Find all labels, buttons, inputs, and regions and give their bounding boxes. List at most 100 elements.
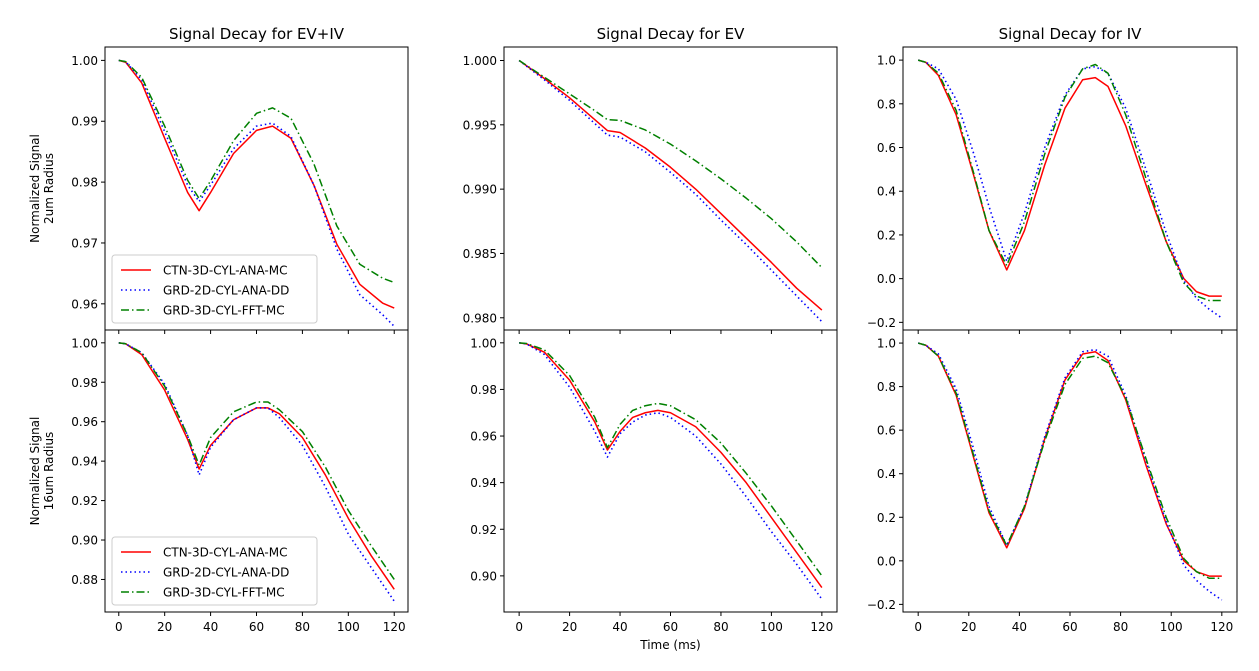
x-tick-label: 60 [1062, 620, 1077, 634]
y-tick-label: 0.980 [463, 311, 497, 325]
x-tick-label: 80 [295, 620, 310, 634]
series-line-grd-3d-cyl-fft-mc [118, 59, 395, 284]
series-line-ctn-3d-cyl-ana-mc [118, 342, 395, 590]
legend: CTN-3D-CYL-ANA-MC GRD-2D-CYL-ANA-DD GRD-3D… [111, 536, 318, 606]
x-tick-label: 0 [914, 620, 922, 634]
series-line-ctn-3d-cyl-ana-mc [917, 59, 1222, 297]
x-tick-label: 80 [1113, 620, 1128, 634]
subplot-r0-c1: 0.980 0.985 0.990 0.995 1.000 Signal Decay fo… [463, 25, 838, 334]
series-line-grd-3d-cyl-fft-mc [917, 59, 1222, 302]
y-tick-label: 0.90 [71, 534, 98, 548]
y-tick-label: 0.96 [71, 297, 98, 311]
subplot-title: Signal Decay for EV+IV [169, 25, 345, 43]
y-tick-label: 0.2 [877, 228, 896, 242]
x-tick-label: 0 [515, 620, 523, 634]
y-tick-label: 0.2 [877, 511, 896, 525]
y-tick-label: 1.00 [71, 336, 98, 350]
y-tick-label: 0.4 [877, 467, 896, 481]
y-tick-label: 0.985 [463, 247, 497, 261]
subplot-r1-c0: 0.88 0.90 0.92 0.94 0.96 0.98 1.00 0 20 40 60 80 100… [28, 329, 409, 634]
axes-frame [503, 329, 838, 613]
y-tick-label: 0.8 [877, 380, 896, 394]
subplot-r0-c0: 0.96 0.97 0.98 0.99 1.00 Signal Decay for EV+… [28, 25, 409, 334]
x-tick-label: 100 [1160, 620, 1183, 634]
legend: CTN-3D-CYL-ANA-MC GRD-2D-CYL-ANA-DD GRD-3D… [111, 254, 318, 324]
x-tick-label: 40 [203, 620, 218, 634]
y-tick-label: 0.98 [470, 383, 497, 397]
x-tick-label: 120 [383, 620, 406, 634]
subplot-title: Signal Decay for EV [597, 25, 746, 43]
series-line-grd-2d-cyl-ana-dd [518, 59, 823, 323]
axes-frame [503, 46, 838, 331]
y-tick-label: 0.99 [71, 115, 98, 129]
legend-label: GRD-3D-CYL-FFT-MC [163, 586, 285, 600]
y-tick-label: 0.6 [877, 424, 896, 438]
y-tick-label: 0.96 [470, 430, 497, 444]
series-line-grd-3d-cyl-fft-mc [519, 342, 823, 577]
y-tick-label: 0.6 [877, 141, 896, 155]
x-tick-label: 20 [562, 620, 577, 634]
legend-label: CTN-3D-CYL-ANA-MC [163, 264, 287, 278]
x-tick-label: 80 [713, 620, 728, 634]
subplot-r1-c2: −0.2 0.0 0.2 0.4 0.6 0.8 1.0 0 20 40 60 80 100 120 [867, 329, 1238, 634]
series-line-grd-3d-cyl-fft-mc [917, 342, 1222, 579]
x-tick-label: 40 [612, 620, 627, 634]
y-tick-label: 1.000 [463, 54, 497, 68]
y-tick-label: 0.92 [470, 523, 497, 537]
legend-box [111, 536, 318, 606]
axes-frame [902, 46, 1238, 331]
legend-label: GRD-3D-CYL-FFT-MC [163, 304, 285, 318]
y-tick-label: 1.00 [71, 54, 98, 68]
y-tick-label: 0.96 [71, 415, 98, 429]
x-tick-label: 100 [337, 620, 360, 634]
subplot-r0-c2: −0.2 0.0 0.2 0.4 0.6 0.8 1.0 Signal Decay for I… [867, 25, 1238, 334]
subplot-r1-c1: 0.90 0.92 0.94 0.96 0.98 1.00 0 20 40 60 80 100 120 T… [470, 329, 838, 652]
x-tick-label: 100 [760, 620, 783, 634]
y-tick-label: 0.0 [877, 272, 896, 286]
subplot-title: Signal Decay for IV [999, 25, 1143, 43]
series-line-ctn-3d-cyl-ana-mc [519, 342, 823, 588]
y-tick-label: −0.2 [867, 316, 896, 330]
x-tick-label: 20 [157, 620, 172, 634]
y-axis-label: Normalized Signal [28, 417, 42, 526]
series-line-ctn-3d-cyl-ana-mc [518, 59, 823, 311]
legend-label: GRD-2D-CYL-ANA-DD [163, 566, 289, 580]
x-tick-label: 0 [115, 620, 123, 634]
y-tick-label: 0.995 [463, 118, 497, 132]
x-tick-label: 120 [1210, 620, 1233, 634]
y-axis-label: 2um Radius [42, 153, 56, 224]
y-tick-label: 0.4 [877, 185, 896, 199]
legend-label: CTN-3D-CYL-ANA-MC [163, 546, 287, 560]
y-axis-label: Normalized Signal [28, 134, 42, 243]
y-tick-label: 0.0 [877, 554, 896, 568]
y-axis-label: 16um Radius [42, 432, 56, 511]
series-line-grd-3d-cyl-fft-mc [518, 59, 823, 269]
y-tick-label: 0.98 [71, 376, 98, 390]
x-tick-label: 60 [663, 620, 678, 634]
y-tick-label: 0.88 [71, 573, 98, 587]
series-line-grd-3d-cyl-fft-mc [118, 342, 395, 580]
x-axis-label: Time (ms) [639, 638, 701, 652]
y-tick-label: 1.0 [877, 54, 896, 68]
series-line-grd-2d-cyl-ana-dd [519, 342, 823, 600]
x-tick-label: 40 [1012, 620, 1027, 634]
y-tick-label: 1.0 [877, 337, 896, 351]
legend-box [111, 254, 318, 324]
y-tick-label: 1.00 [470, 336, 497, 350]
y-tick-label: −0.2 [867, 598, 896, 612]
series-line-grd-2d-cyl-ana-dd [917, 342, 1223, 601]
x-tick-label: 120 [810, 620, 833, 634]
y-tick-label: 0.90 [470, 569, 497, 583]
y-tick-label: 0.98 [71, 176, 98, 190]
y-tick-label: 0.8 [877, 97, 896, 111]
series-line-ctn-3d-cyl-ana-mc [118, 59, 395, 309]
y-tick-label: 0.97 [71, 236, 98, 250]
series-line-grd-2d-cyl-ana-dd [118, 59, 395, 327]
y-tick-label: 0.94 [470, 476, 497, 490]
y-tick-label: 0.92 [71, 494, 98, 508]
x-tick-label: 60 [249, 620, 264, 634]
y-tick-label: 0.990 [463, 183, 497, 197]
x-tick-label: 20 [961, 620, 976, 634]
y-tick-label: 0.94 [71, 455, 98, 469]
